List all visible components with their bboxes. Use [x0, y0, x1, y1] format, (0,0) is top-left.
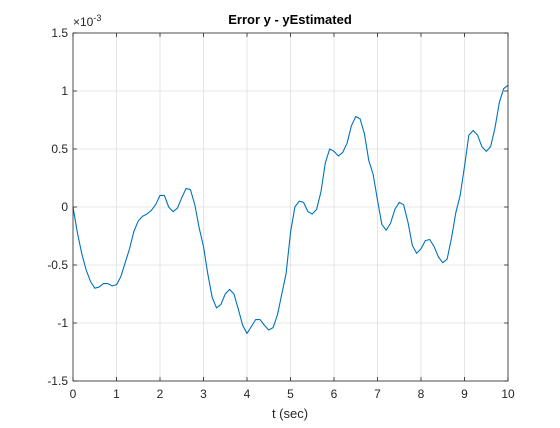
y-ticks: [73, 32, 508, 382]
y-exponent-base: ×10: [73, 15, 94, 29]
x-tick-label: 10: [501, 387, 515, 401]
x-tick-label: 5: [287, 387, 294, 401]
x-tick-label: 9: [461, 387, 468, 401]
x-tick-label: 1: [113, 387, 120, 401]
series-line: [72, 84, 509, 334]
chart-title: Error y - yEstimated: [228, 12, 352, 27]
x-tick-label: 6: [331, 387, 338, 401]
x-axis-label: t (sec): [272, 406, 308, 421]
y-tick-label: 0: [61, 200, 68, 214]
x-tick-label: 8: [418, 387, 425, 401]
x-tick-label: 7: [374, 387, 381, 401]
x-tick-label: 4: [244, 387, 251, 401]
y-tick-labels: -1.5 -1 -0.5 0 0.5 1 1.5: [47, 26, 68, 388]
series-layer: [72, 84, 509, 334]
y-tick-label: -1.5: [47, 374, 68, 388]
x-tick-label: 3: [200, 387, 207, 401]
y-exponent-label: ×10-3: [73, 13, 101, 29]
y-tick-label: 1: [61, 84, 68, 98]
x-tick-label: 0: [70, 387, 77, 401]
y-exponent-power: -3: [93, 13, 101, 23]
x-tick-labels: 0 1 2 3 4 5 6 7 8 9 10: [70, 387, 515, 401]
y-tick-label: 0.5: [51, 142, 68, 156]
x-ticks: [72, 33, 509, 381]
y-tick-label: -1: [57, 316, 68, 330]
y-tick-label: -0.5: [47, 258, 68, 272]
x-tick-label: 2: [157, 387, 164, 401]
y-tick-label: 1.5: [51, 26, 68, 40]
